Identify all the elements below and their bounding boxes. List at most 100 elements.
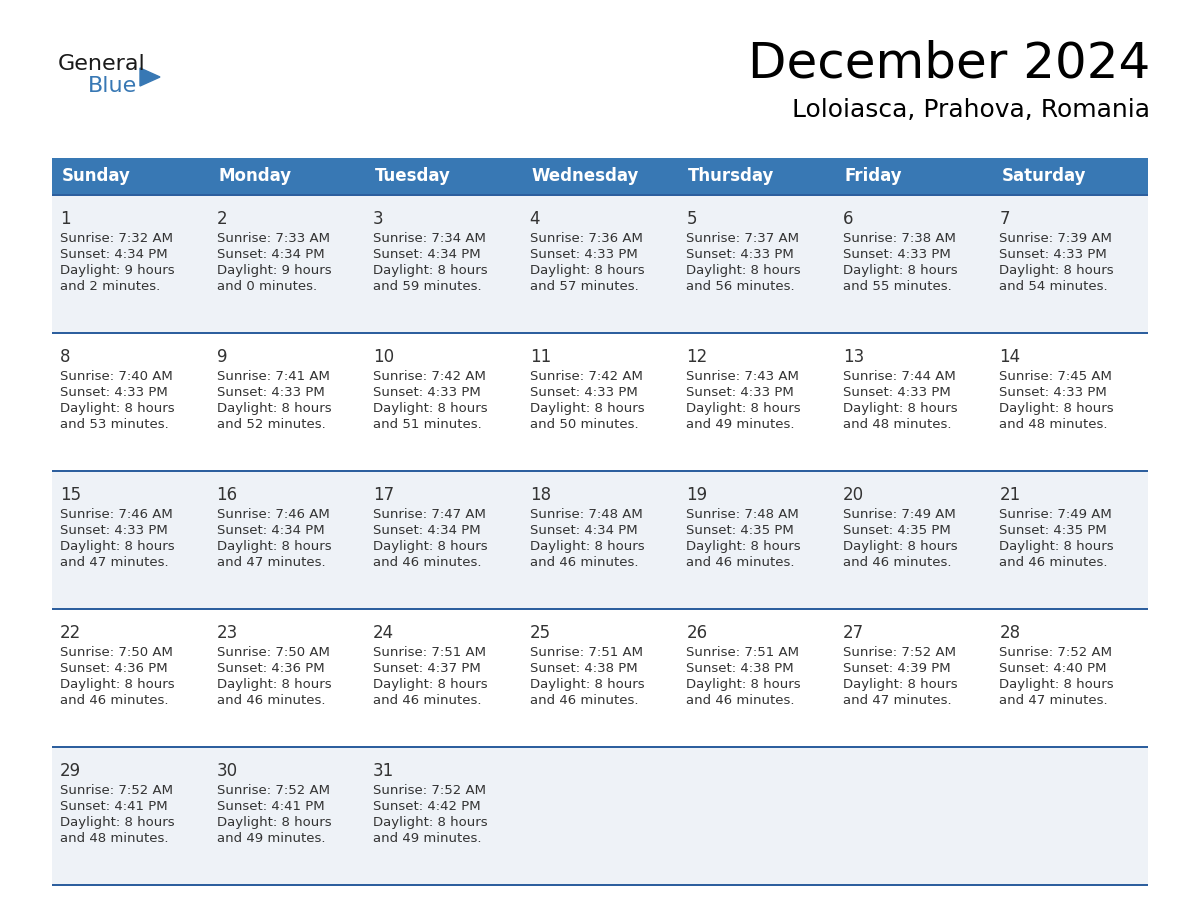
Text: and 46 minutes.: and 46 minutes. [687, 694, 795, 707]
Text: 16: 16 [216, 486, 238, 504]
Text: Daylight: 8 hours: Daylight: 8 hours [373, 402, 488, 415]
Text: Daylight: 8 hours: Daylight: 8 hours [842, 264, 958, 277]
Text: Daylight: 8 hours: Daylight: 8 hours [61, 678, 175, 691]
Text: Sunrise: 7:51 AM: Sunrise: 7:51 AM [373, 646, 486, 659]
Text: Sunset: 4:33 PM: Sunset: 4:33 PM [61, 386, 168, 399]
Text: and 46 minutes.: and 46 minutes. [530, 694, 638, 707]
Text: 27: 27 [842, 624, 864, 642]
Text: Sunrise: 7:43 AM: Sunrise: 7:43 AM [687, 370, 800, 383]
Text: Sunset: 4:33 PM: Sunset: 4:33 PM [842, 386, 950, 399]
Text: Sunrise: 7:42 AM: Sunrise: 7:42 AM [530, 370, 643, 383]
Text: Sunset: 4:37 PM: Sunset: 4:37 PM [373, 662, 481, 675]
Text: and 47 minutes.: and 47 minutes. [842, 694, 952, 707]
Text: Sunrise: 7:50 AM: Sunrise: 7:50 AM [61, 646, 173, 659]
Text: 2: 2 [216, 210, 227, 228]
Text: and 54 minutes.: and 54 minutes. [999, 280, 1108, 293]
Text: 6: 6 [842, 210, 853, 228]
Text: Daylight: 8 hours: Daylight: 8 hours [530, 264, 644, 277]
Text: Sunrise: 7:33 AM: Sunrise: 7:33 AM [216, 232, 329, 245]
Bar [52, 332, 1148, 334]
Text: 9: 9 [216, 348, 227, 366]
Text: 13: 13 [842, 348, 864, 366]
Text: Daylight: 8 hours: Daylight: 8 hours [687, 264, 801, 277]
Text: Daylight: 8 hours: Daylight: 8 hours [373, 540, 488, 553]
Text: Sunset: 4:34 PM: Sunset: 4:34 PM [530, 524, 637, 537]
Text: Daylight: 8 hours: Daylight: 8 hours [842, 678, 958, 691]
Text: Sunset: 4:34 PM: Sunset: 4:34 PM [216, 524, 324, 537]
Text: General: General [58, 54, 146, 74]
Text: and 59 minutes.: and 59 minutes. [373, 280, 482, 293]
Text: 23: 23 [216, 624, 238, 642]
Text: Sunset: 4:35 PM: Sunset: 4:35 PM [842, 524, 950, 537]
Text: and 49 minutes.: and 49 minutes. [216, 832, 326, 845]
Text: Sunset: 4:33 PM: Sunset: 4:33 PM [530, 386, 638, 399]
Text: 4: 4 [530, 210, 541, 228]
Text: Sunset: 4:33 PM: Sunset: 4:33 PM [999, 386, 1107, 399]
Text: 22: 22 [61, 624, 81, 642]
Text: 14: 14 [999, 348, 1020, 366]
Text: Sunrise: 7:45 AM: Sunrise: 7:45 AM [999, 370, 1112, 383]
Text: Daylight: 8 hours: Daylight: 8 hours [530, 402, 644, 415]
Text: Sunset: 4:33 PM: Sunset: 4:33 PM [216, 386, 324, 399]
Text: Sunset: 4:35 PM: Sunset: 4:35 PM [687, 524, 794, 537]
Text: and 51 minutes.: and 51 minutes. [373, 418, 482, 431]
Text: Sunrise: 7:51 AM: Sunrise: 7:51 AM [530, 646, 643, 659]
Text: Sunrise: 7:41 AM: Sunrise: 7:41 AM [216, 370, 329, 383]
Text: Daylight: 8 hours: Daylight: 8 hours [61, 402, 175, 415]
Polygon shape [140, 68, 160, 86]
Text: 8: 8 [61, 348, 70, 366]
Text: Sunrise: 7:32 AM: Sunrise: 7:32 AM [61, 232, 173, 245]
Text: Daylight: 8 hours: Daylight: 8 hours [687, 402, 801, 415]
Text: and 48 minutes.: and 48 minutes. [61, 832, 169, 845]
Text: 30: 30 [216, 762, 238, 780]
Text: Daylight: 8 hours: Daylight: 8 hours [216, 678, 331, 691]
Text: Daylight: 8 hours: Daylight: 8 hours [999, 264, 1114, 277]
Text: 20: 20 [842, 486, 864, 504]
Text: Tuesday: Tuesday [375, 167, 451, 185]
Text: Daylight: 8 hours: Daylight: 8 hours [999, 402, 1114, 415]
Text: Sunset: 4:33 PM: Sunset: 4:33 PM [687, 248, 794, 261]
Text: Saturday: Saturday [1001, 167, 1086, 185]
Bar [52, 746, 1148, 748]
Text: Sunset: 4:34 PM: Sunset: 4:34 PM [373, 248, 481, 261]
Text: Sunday: Sunday [62, 167, 131, 185]
Text: and 0 minutes.: and 0 minutes. [216, 280, 317, 293]
Text: Daylight: 8 hours: Daylight: 8 hours [373, 264, 488, 277]
Text: Daylight: 8 hours: Daylight: 8 hours [61, 816, 175, 829]
Text: Sunset: 4:33 PM: Sunset: 4:33 PM [842, 248, 950, 261]
Text: Daylight: 8 hours: Daylight: 8 hours [999, 678, 1114, 691]
Text: Sunset: 4:33 PM: Sunset: 4:33 PM [687, 386, 794, 399]
Text: 5: 5 [687, 210, 697, 228]
Text: Sunrise: 7:36 AM: Sunrise: 7:36 AM [530, 232, 643, 245]
Bar [52, 608, 1148, 746]
Text: Sunset: 4:34 PM: Sunset: 4:34 PM [373, 524, 481, 537]
Text: Sunrise: 7:46 AM: Sunrise: 7:46 AM [216, 508, 329, 521]
Text: Sunrise: 7:52 AM: Sunrise: 7:52 AM [61, 784, 173, 797]
Bar [52, 158, 1148, 194]
Text: Sunrise: 7:48 AM: Sunrise: 7:48 AM [530, 508, 643, 521]
Text: Sunset: 4:41 PM: Sunset: 4:41 PM [216, 800, 324, 813]
Text: 11: 11 [530, 348, 551, 366]
Text: Sunrise: 7:50 AM: Sunrise: 7:50 AM [216, 646, 329, 659]
Text: Sunset: 4:38 PM: Sunset: 4:38 PM [530, 662, 637, 675]
Text: 21: 21 [999, 486, 1020, 504]
Text: and 46 minutes.: and 46 minutes. [999, 556, 1108, 569]
Text: Sunrise: 7:49 AM: Sunrise: 7:49 AM [842, 508, 955, 521]
Text: and 55 minutes.: and 55 minutes. [842, 280, 952, 293]
Text: Sunrise: 7:47 AM: Sunrise: 7:47 AM [373, 508, 486, 521]
Text: Daylight: 8 hours: Daylight: 8 hours [530, 678, 644, 691]
Bar [52, 332, 1148, 470]
Text: Sunrise: 7:52 AM: Sunrise: 7:52 AM [216, 784, 329, 797]
Text: 19: 19 [687, 486, 707, 504]
Bar [52, 194, 1148, 196]
Text: Sunset: 4:36 PM: Sunset: 4:36 PM [61, 662, 168, 675]
Text: Sunset: 4:35 PM: Sunset: 4:35 PM [999, 524, 1107, 537]
Text: Daylight: 8 hours: Daylight: 8 hours [216, 816, 331, 829]
Text: and 56 minutes.: and 56 minutes. [687, 280, 795, 293]
Text: Sunrise: 7:44 AM: Sunrise: 7:44 AM [842, 370, 955, 383]
Text: 10: 10 [373, 348, 394, 366]
Text: Sunset: 4:42 PM: Sunset: 4:42 PM [373, 800, 481, 813]
Text: and 48 minutes.: and 48 minutes. [999, 418, 1108, 431]
Bar [52, 194, 1148, 332]
Text: 29: 29 [61, 762, 81, 780]
